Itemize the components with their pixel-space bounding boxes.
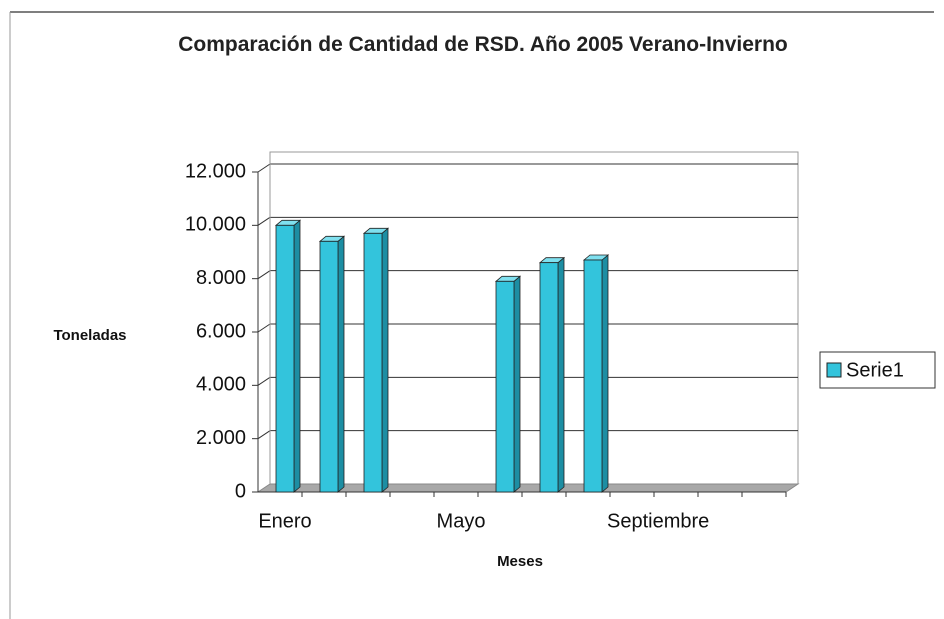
bar-side	[557, 256, 565, 493]
grid-line	[257, 430, 271, 440]
bar	[495, 280, 515, 493]
y-tick-label: 10.000	[185, 214, 246, 236]
y-tick-label: 12.000	[185, 160, 246, 182]
grid-line	[257, 323, 271, 333]
bar	[363, 232, 383, 493]
plot-wall	[269, 151, 799, 485]
grid-line	[257, 270, 271, 280]
bar-side	[381, 227, 389, 493]
y-tick-label: 0	[235, 480, 246, 502]
x-tick-label: Mayo	[437, 510, 486, 532]
bar	[275, 224, 295, 493]
bar-side	[601, 254, 609, 493]
grid-line	[257, 163, 271, 173]
chart-title: Comparación de Cantidad de RSD. Año 2005…	[178, 33, 788, 56]
y-tick-label: 2.000	[196, 427, 246, 449]
x-axis-label: Meses	[497, 553, 543, 570]
bar-side	[513, 275, 521, 493]
bar-side	[293, 219, 301, 493]
bar	[539, 262, 559, 493]
legend-label: Serie1	[846, 359, 904, 381]
bar	[319, 240, 339, 493]
x-tick-label: Enero	[258, 510, 311, 532]
y-axis-label: Toneladas	[53, 327, 126, 344]
grid-line	[257, 376, 271, 386]
y-tick-label: 8.000	[196, 267, 246, 289]
bar-side	[337, 235, 345, 493]
legend-swatch	[826, 362, 842, 378]
bar	[583, 259, 603, 493]
y-tick-label: 6.000	[196, 320, 246, 342]
x-tick-label: Septiembre	[607, 510, 709, 532]
y-tick-label: 4.000	[196, 374, 246, 396]
grid-line	[257, 216, 271, 226]
